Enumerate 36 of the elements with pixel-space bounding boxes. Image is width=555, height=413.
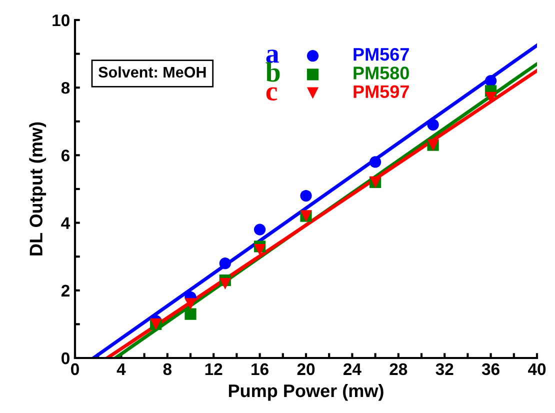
y-tick-label: 4 xyxy=(61,217,70,229)
y-tick-label: 6 xyxy=(61,150,70,162)
x-tick-label: 40 xyxy=(528,363,546,376)
x-tick-label: 0 xyxy=(71,363,79,376)
y-tick-label: 2 xyxy=(61,284,70,296)
annotation: c xyxy=(266,87,278,101)
y-tick-label: 8 xyxy=(61,82,70,94)
point xyxy=(484,75,497,87)
legend-label: PM580 xyxy=(354,66,409,80)
y-axis-title: DL Output (mw) xyxy=(29,122,46,256)
x-tick-label: 20 xyxy=(297,363,315,376)
point xyxy=(427,118,439,131)
legend-label: PM597 xyxy=(354,85,409,98)
x-tick-label: 4 xyxy=(116,363,126,375)
point xyxy=(184,298,196,310)
point xyxy=(184,308,196,320)
legend-label: PM567 xyxy=(354,48,409,61)
x-tick-label: 32 xyxy=(436,363,454,376)
point xyxy=(300,190,312,202)
x-tick-label: 24 xyxy=(344,363,362,375)
x-tick-label: 28 xyxy=(390,363,408,376)
x-tick-label: 36 xyxy=(482,363,500,376)
x-tick-label: 8 xyxy=(163,363,172,376)
y-tick-label: 0 xyxy=(62,352,70,364)
annotation: b xyxy=(266,62,280,82)
point xyxy=(254,244,266,256)
point xyxy=(254,224,266,236)
annotation: Solvent: MeOH xyxy=(98,66,206,78)
x-tick-label: 16 xyxy=(252,363,268,376)
point xyxy=(219,258,231,270)
annotation: a xyxy=(266,50,279,63)
x-tick-label: 12 xyxy=(205,363,222,375)
y-tick-label: 10 xyxy=(52,14,70,26)
point xyxy=(219,278,231,290)
x-axis-title: Pump Power (mw) xyxy=(228,384,384,401)
point xyxy=(369,156,382,168)
